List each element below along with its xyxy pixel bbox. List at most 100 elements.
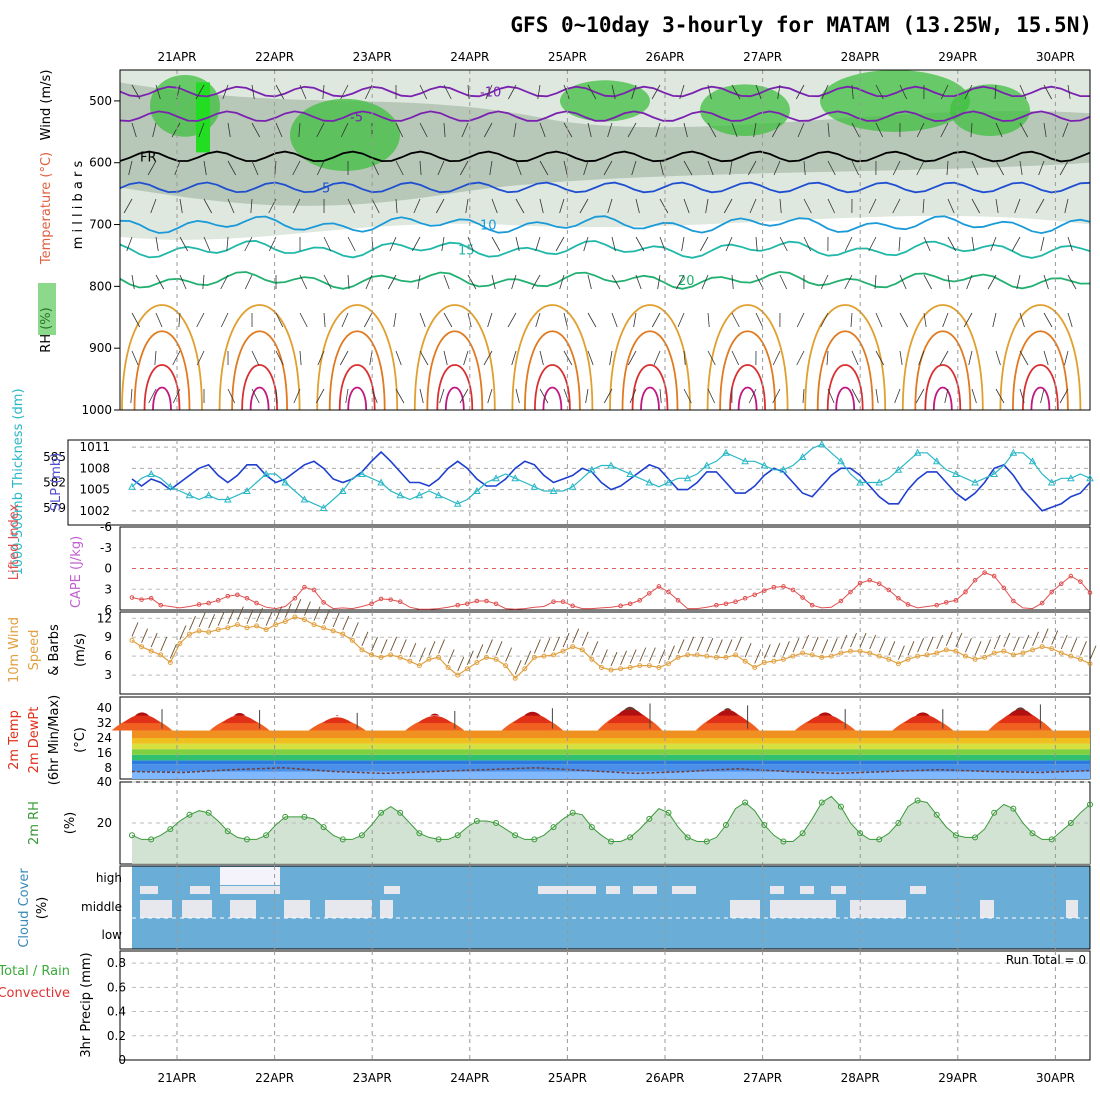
wind-barb — [1067, 236, 1073, 252]
thickness-marker — [875, 478, 884, 486]
rh-marker — [742, 799, 749, 806]
wind-speed-marker — [436, 654, 442, 660]
thickness-marker — [166, 482, 175, 490]
wind-barb — [169, 644, 177, 659]
wind-barb — [483, 122, 493, 138]
slp-tick-label: 1008 — [79, 461, 110, 475]
wind-barb — [803, 160, 806, 176]
thickness-marker — [645, 478, 654, 486]
wind-barb — [777, 84, 781, 100]
wind-speed-marker — [483, 654, 489, 660]
wind-barb — [155, 312, 163, 328]
wind-barb — [773, 643, 781, 658]
li-marker — [1001, 585, 1007, 591]
wind-speed-marker — [934, 650, 940, 656]
rh-marker — [1067, 820, 1074, 826]
thickness-marker — [913, 448, 922, 456]
wind-speed-marker — [196, 628, 202, 634]
thickness-marker — [856, 478, 864, 486]
wind-barb — [946, 160, 949, 176]
warm-contour — [609, 304, 691, 411]
wind-speed-marker — [857, 648, 863, 654]
thickness-marker — [990, 469, 999, 477]
warm-contour — [729, 364, 766, 411]
wind-barb — [940, 122, 949, 138]
thickness-marker — [1028, 457, 1037, 465]
wind-barb — [763, 644, 771, 659]
wind-barb — [583, 236, 589, 252]
top-date-label: 24APR — [450, 50, 489, 64]
wind-speed-marker — [321, 625, 327, 631]
wind-barb — [795, 84, 805, 100]
wind-barb — [466, 650, 474, 665]
thickness-marker — [358, 469, 366, 477]
rh-marker — [243, 836, 250, 843]
wind-barb — [413, 198, 421, 214]
cloud-mid-block — [182, 900, 212, 918]
rh-marker — [665, 809, 672, 816]
upper-air-frame — [119, 69, 1091, 411]
temp-tick-label: 24 — [97, 731, 112, 745]
wind-barb — [275, 312, 284, 328]
thickness-marker — [741, 457, 749, 465]
wind-axis-label-4: (m/s) — [73, 633, 88, 667]
wind-barb — [635, 198, 640, 214]
wind-barb — [971, 236, 975, 252]
wind-barb — [1041, 628, 1049, 643]
wind-barb — [1019, 350, 1029, 366]
wind-barb — [875, 350, 884, 366]
wind-speed-marker — [541, 653, 547, 659]
rh-marker — [1048, 836, 1055, 843]
wind-barb — [897, 645, 905, 660]
top-date-label: 21APR — [157, 50, 196, 64]
li-marker — [225, 593, 231, 599]
wind-barb — [639, 647, 647, 662]
cloud-high-block — [800, 886, 814, 894]
wind-barb — [515, 388, 520, 404]
warm-contour — [436, 364, 474, 411]
wind-barb — [679, 84, 685, 100]
slp-thickness-panel: 1011 1008 1005 1002 585 582 579 1000-500mb Thic… — [11, 388, 1094, 576]
wind-barb — [293, 388, 301, 404]
wind-barb — [256, 607, 263, 623]
wind-speed-marker — [273, 622, 279, 628]
wind-barb — [773, 160, 781, 176]
wind-speed-marker — [685, 652, 691, 658]
rh-marker — [722, 822, 729, 829]
li-marker — [1068, 573, 1074, 579]
wind-barb — [705, 198, 709, 214]
wind-barb — [537, 84, 541, 100]
li-marker — [129, 595, 135, 600]
cloud-tick-label: low — [102, 928, 123, 942]
wind-barb — [476, 644, 484, 659]
wind-barb — [699, 236, 709, 252]
wind-barb — [244, 274, 253, 290]
rh-marker — [435, 836, 442, 843]
thickness-marker — [664, 478, 673, 486]
li-marker — [215, 598, 221, 603]
wind-barb — [731, 122, 738, 138]
wind-barb — [323, 236, 332, 252]
rh-marker — [339, 836, 346, 843]
wind-speed-marker — [618, 666, 624, 672]
cloud-mid-block — [730, 900, 760, 918]
wind-barb — [292, 198, 301, 214]
thickness-marker — [281, 478, 290, 486]
rh-marker — [799, 830, 806, 837]
li-marker — [733, 599, 738, 605]
wind-speed-marker — [828, 653, 834, 659]
rh-marker — [780, 838, 787, 845]
wind-barb — [563, 312, 568, 328]
li-marker — [934, 602, 940, 608]
li-marker — [953, 598, 959, 603]
thickness-marker — [377, 478, 385, 486]
wind-barb — [916, 122, 925, 138]
wind-speed-marker — [254, 623, 260, 629]
wind-barb — [585, 388, 589, 404]
wind-speed-marker — [148, 648, 154, 654]
wind-barb — [610, 651, 618, 667]
wind-barb — [341, 312, 349, 328]
bottom-date-axis: 21APR 22APR 23APR 24APR 25APR 26APR 27APR 28APR… — [157, 1071, 1074, 1085]
wind-barb — [990, 236, 997, 252]
warm-contour — [1030, 386, 1051, 411]
